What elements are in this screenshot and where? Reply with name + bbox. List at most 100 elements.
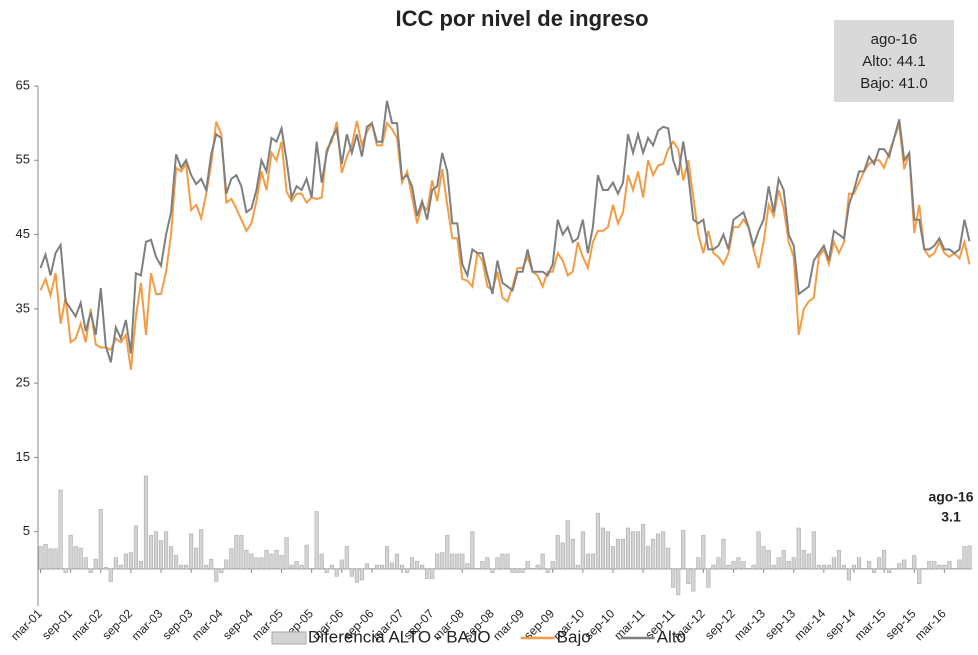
diff-bar xyxy=(354,568,359,583)
diff-bar xyxy=(480,561,485,570)
x-tick-label: sep-04 xyxy=(220,606,256,642)
diff-bar xyxy=(666,547,671,570)
diff-bar xyxy=(209,558,214,570)
diff-bar xyxy=(83,557,88,570)
x-tick-label: mar-14 xyxy=(791,606,828,643)
diff-bar xyxy=(721,538,726,570)
diff-bar xyxy=(570,538,575,570)
diff-bar xyxy=(420,564,425,570)
y-tick-label: 45 xyxy=(16,226,30,241)
diff-bar xyxy=(957,559,962,570)
x-tick-label: sep-03 xyxy=(160,606,196,642)
info-box-text: Bajo: 41.0 xyxy=(860,75,928,92)
bar-annotation-label: ago-16 xyxy=(928,489,973,505)
diff-bar xyxy=(630,531,636,570)
legend-swatch xyxy=(271,631,307,645)
diff-bar xyxy=(379,564,385,570)
diff-bar xyxy=(947,561,952,570)
y-tick-label: 15 xyxy=(16,449,30,464)
diff-bar xyxy=(806,553,811,570)
diff-bar xyxy=(234,535,239,570)
x-tick-label: mar-15 xyxy=(852,606,889,643)
x-tick-label: mar-13 xyxy=(731,606,768,643)
diff-bar xyxy=(520,568,525,573)
diff-bar xyxy=(123,553,128,570)
diff-bar xyxy=(801,549,806,570)
line-bajo xyxy=(39,120,971,370)
diff-bar xyxy=(194,547,199,570)
diff-bar xyxy=(254,557,259,570)
line-alto xyxy=(39,100,971,363)
diff-bar xyxy=(846,568,852,581)
diff-bar xyxy=(389,562,395,570)
diff-bar xyxy=(651,538,656,570)
diff-bar xyxy=(224,559,229,570)
diff-bar xyxy=(545,568,550,573)
diff-bar xyxy=(771,564,776,570)
diff-bar xyxy=(133,525,138,570)
diff-bar xyxy=(455,553,460,570)
diff-bar xyxy=(118,564,123,570)
diff-bar xyxy=(510,568,515,573)
x-tick-label: sep-14 xyxy=(823,606,859,642)
diff-bar xyxy=(927,561,932,570)
diff-bar xyxy=(505,553,510,570)
diff-bar xyxy=(691,568,696,592)
diff-bar xyxy=(73,546,78,570)
diff-bar xyxy=(625,527,631,570)
diff-bar xyxy=(781,549,786,570)
diff-bar xyxy=(400,564,405,570)
diff-bar xyxy=(460,553,465,570)
diff-bar xyxy=(274,549,279,570)
diff-bar xyxy=(821,564,826,570)
diff-bar xyxy=(791,557,796,570)
diff-bar xyxy=(962,546,967,570)
diff-bar xyxy=(706,568,711,588)
diff-bar xyxy=(671,568,676,588)
diff-bar xyxy=(525,561,530,570)
diff-bar xyxy=(93,558,98,570)
diff-bar xyxy=(711,564,716,570)
diff-bar xyxy=(425,568,430,579)
diff-bar xyxy=(334,568,339,577)
diff-bar xyxy=(58,489,63,570)
diff-bar xyxy=(219,568,224,573)
diff-bar xyxy=(339,559,344,570)
diff-bar xyxy=(605,531,610,570)
x-tick-label: sep-12 xyxy=(702,606,738,642)
diff-bar xyxy=(299,564,304,570)
diff-bar xyxy=(470,531,475,570)
diff-bar xyxy=(204,564,209,570)
diff-bar xyxy=(344,546,349,570)
diff-bar xyxy=(696,557,701,570)
diff-bar xyxy=(239,535,244,570)
y-tick-label: 55 xyxy=(16,152,30,167)
diff-bar xyxy=(816,564,821,570)
diff-bar xyxy=(410,557,415,570)
diff-bar xyxy=(656,533,661,570)
diff-bar xyxy=(143,475,149,570)
legend-label: Alto xyxy=(657,627,686,646)
diff-bar xyxy=(831,557,836,570)
diff-bar xyxy=(349,568,354,577)
chart-title: ICC por nivel de ingreso xyxy=(395,6,648,31)
y-tick-label: 65 xyxy=(16,77,30,92)
diff-bar xyxy=(440,552,445,570)
diff-bar xyxy=(681,529,686,570)
diff-bar xyxy=(450,553,455,570)
diff-bar xyxy=(430,568,435,579)
x-tick-label: mar-04 xyxy=(189,606,226,643)
diff-bar xyxy=(796,527,801,570)
diff-bar xyxy=(189,533,194,570)
diff-bar xyxy=(98,509,103,570)
diff-bar xyxy=(641,523,646,570)
x-tick-label: sep-01 xyxy=(39,606,75,642)
diff-bar xyxy=(515,568,520,573)
diff-bar xyxy=(394,553,400,570)
diff-bar xyxy=(304,544,309,570)
diff-bar xyxy=(741,561,746,570)
diff-bar xyxy=(229,548,234,570)
legend-label: Diferencia ALTO - BAJO xyxy=(308,627,491,646)
bar-annotation-value: 3.1 xyxy=(941,509,961,525)
